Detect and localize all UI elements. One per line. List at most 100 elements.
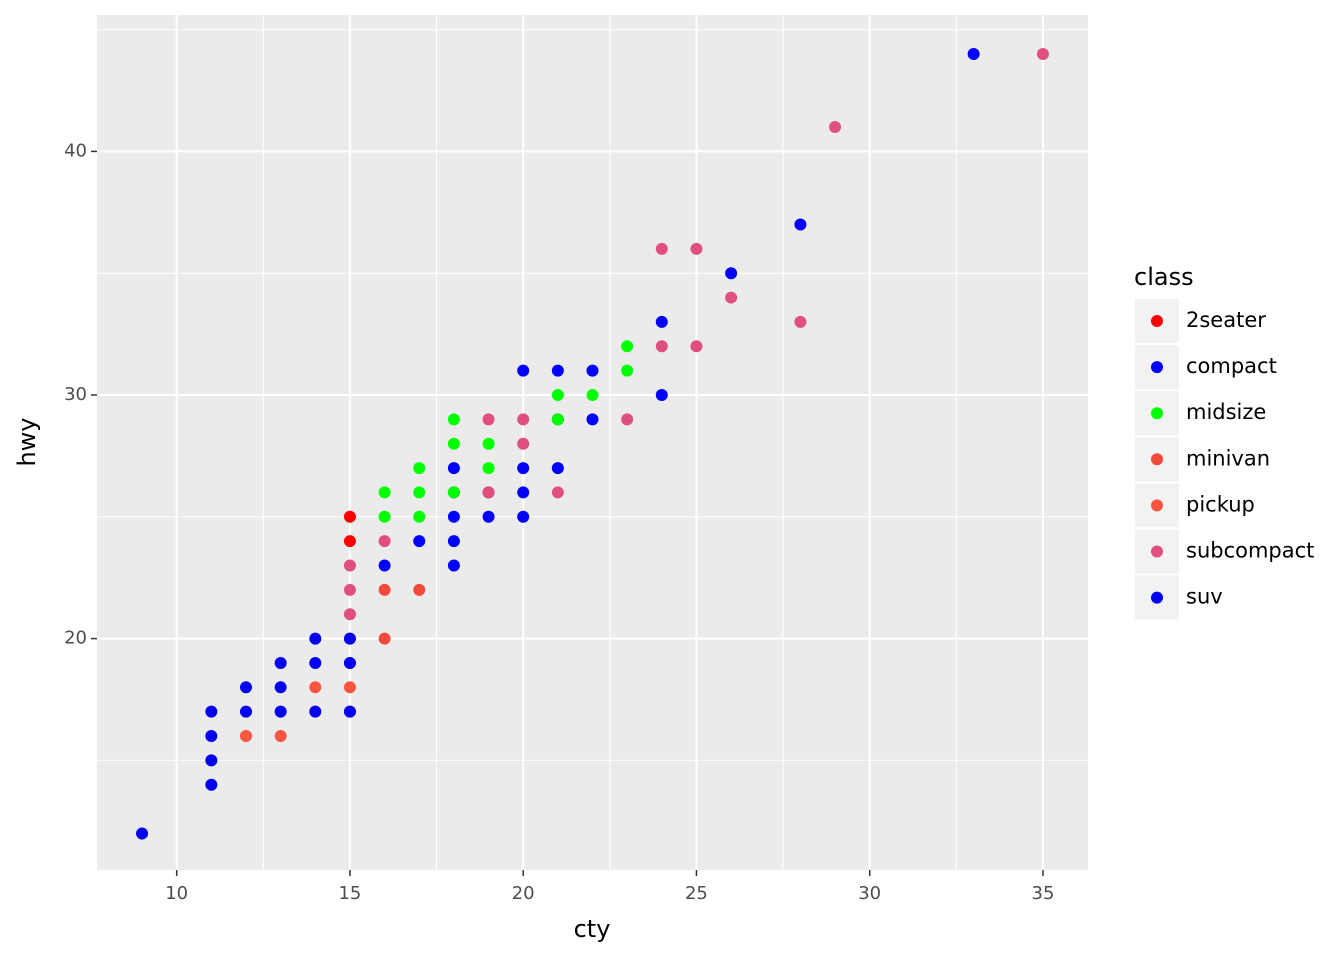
point	[551, 486, 564, 499]
point	[413, 535, 426, 548]
point	[655, 315, 668, 328]
point	[586, 389, 599, 401]
legend-marker	[1151, 361, 1163, 374]
point	[343, 705, 356, 718]
point	[586, 413, 599, 426]
point	[343, 681, 356, 694]
x-tick-label: 30	[858, 883, 881, 904]
legend-marker	[1151, 407, 1163, 420]
x-tick-label: 10	[165, 883, 188, 904]
point	[447, 559, 460, 572]
point	[274, 705, 287, 718]
point	[378, 535, 391, 548]
legend-marker	[1151, 453, 1163, 466]
point	[343, 535, 356, 548]
point	[378, 559, 391, 572]
x-tick-label: 25	[685, 883, 708, 904]
point	[725, 291, 738, 304]
point	[517, 413, 530, 426]
point	[205, 730, 218, 743]
point	[621, 340, 634, 353]
point	[343, 559, 356, 572]
legend-label: 2seater	[1186, 308, 1266, 332]
point	[447, 413, 460, 426]
point	[586, 364, 599, 377]
point	[447, 486, 460, 499]
x-tick-label: 15	[338, 883, 361, 904]
point	[794, 218, 807, 231]
point	[136, 827, 149, 840]
legend-label: pickup	[1186, 492, 1255, 516]
legend-marker	[1151, 315, 1163, 327]
point	[725, 267, 738, 280]
point	[621, 413, 634, 426]
point	[551, 413, 564, 426]
legend-label: midsize	[1186, 400, 1266, 424]
point	[551, 462, 564, 475]
point	[517, 510, 530, 523]
x-tick-label: 20	[512, 883, 535, 904]
point	[655, 242, 668, 255]
point	[551, 389, 564, 401]
legend-label: subcompact	[1186, 539, 1314, 563]
point	[517, 364, 530, 377]
point	[378, 632, 391, 645]
point	[378, 510, 391, 523]
legend-label: suv	[1186, 585, 1223, 609]
y-tick-label: 20	[64, 628, 87, 649]
point	[309, 656, 322, 669]
point	[343, 632, 356, 645]
point	[239, 681, 252, 694]
x-axis-title: cty	[574, 915, 611, 943]
legend-label: minivan	[1186, 446, 1270, 470]
point	[655, 389, 668, 401]
point	[274, 656, 287, 669]
point	[447, 510, 460, 523]
y-tick-label: 40	[64, 140, 87, 161]
point	[205, 778, 218, 791]
point	[482, 510, 495, 523]
point	[378, 486, 391, 499]
point	[239, 730, 252, 743]
point	[309, 681, 322, 694]
legend-marker	[1151, 499, 1163, 512]
legend-label: compact	[1186, 354, 1277, 378]
legend-marker	[1151, 591, 1163, 604]
point	[239, 705, 252, 718]
point	[343, 608, 356, 621]
point	[274, 730, 287, 743]
point	[655, 340, 668, 353]
point	[967, 47, 980, 60]
point	[517, 462, 530, 475]
point	[205, 705, 218, 718]
point	[447, 437, 460, 450]
point	[274, 681, 287, 694]
point	[413, 486, 426, 499]
y-axis-title: hwy	[13, 417, 41, 466]
point	[378, 583, 391, 596]
point	[690, 242, 703, 255]
point	[205, 754, 218, 767]
point	[482, 437, 495, 450]
point	[517, 486, 530, 499]
point	[482, 486, 495, 499]
point	[551, 364, 564, 377]
point	[343, 583, 356, 596]
point	[447, 462, 460, 475]
point	[482, 462, 495, 475]
point	[1036, 47, 1049, 60]
point	[413, 510, 426, 523]
legend-marker	[1151, 545, 1163, 558]
legend-title: class	[1134, 263, 1194, 291]
point	[517, 437, 530, 450]
point	[309, 705, 322, 718]
y-tick-label: 30	[64, 384, 87, 405]
point	[413, 583, 426, 596]
point	[829, 121, 842, 134]
point	[413, 462, 426, 475]
point	[309, 632, 322, 645]
point	[621, 364, 634, 377]
point	[343, 510, 356, 523]
point	[447, 535, 460, 548]
